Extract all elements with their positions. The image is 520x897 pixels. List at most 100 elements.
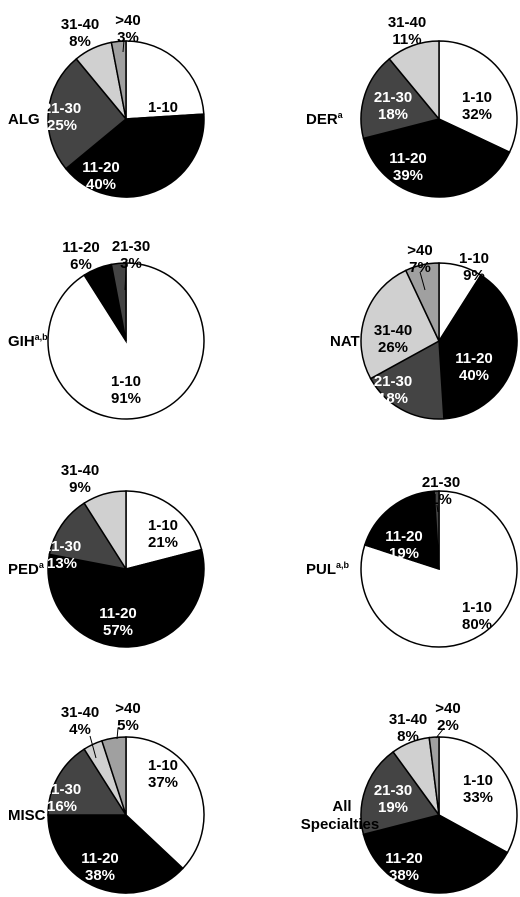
slice-value-label: 13% (47, 555, 77, 572)
pie-slice (360, 57, 441, 140)
slice-category-label: 1-10 (111, 373, 141, 390)
leader-line (122, 39, 125, 53)
pie-slice (47, 748, 128, 816)
slice-value-label: 32% (462, 106, 492, 123)
pie-slice (362, 118, 511, 198)
slice-value-label: 2% (437, 717, 459, 734)
pie-slice (360, 269, 440, 380)
chart-title-superscript: a (338, 110, 344, 120)
slice-category-label: 11-20 (99, 605, 137, 622)
slice-value-label: 8% (397, 728, 419, 745)
slice-category-label: 11-20 (455, 350, 493, 367)
chart-title-text: ALG (8, 111, 40, 128)
pie-slice (47, 548, 205, 648)
slice-category-label: 31-40 (61, 16, 99, 33)
slice-category-label: >40 (435, 700, 460, 717)
slice-value-label: 3% (117, 29, 139, 46)
leader-line (89, 735, 97, 759)
chart-title-text: PED (8, 561, 39, 578)
pie-slice (360, 750, 441, 836)
slice-category-label: 21-30 (374, 373, 412, 390)
chart-title: PEDa (8, 560, 45, 578)
slice-value-label: 19% (378, 799, 408, 816)
pie-slice (83, 490, 127, 572)
slice-category-label: 1-10 (148, 517, 178, 534)
pie-slice (64, 113, 205, 198)
slice-value-label: 40% (86, 176, 116, 193)
slice-value-label: 80% (462, 616, 492, 633)
leader-line (436, 504, 439, 513)
pie-slice (369, 339, 445, 420)
slice-value-label: 24% (148, 116, 178, 133)
slice-category-label: 1-10 (462, 89, 492, 106)
chart-title: All (332, 798, 351, 815)
pie-slice (362, 814, 509, 894)
slice-value-label: 91% (111, 390, 141, 407)
slice-value-label: 11% (392, 31, 421, 48)
slice-category-label: 11-20 (82, 159, 120, 176)
pie-slice (438, 40, 518, 154)
slice-category-label: 31-40 (374, 322, 412, 339)
slice-value-label: 26% (378, 339, 408, 356)
leader-line (419, 271, 426, 291)
slice-category-label: 1-10 (462, 599, 492, 616)
pie-slice (110, 262, 127, 342)
slice-value-label: 9% (69, 479, 91, 496)
slice-value-label: 18% (378, 106, 408, 123)
pie-slice (438, 274, 518, 420)
chart-title-text: DER (306, 111, 338, 128)
slice-value-label: 7% (409, 259, 431, 276)
leader-line (116, 727, 119, 740)
slice-value-label: 18% (378, 390, 408, 407)
slice-value-label: 21% (148, 534, 178, 551)
slice-category-label: 11-20 (81, 850, 119, 867)
slice-category-label: 21-30 (112, 238, 150, 255)
slice-value-label: 19% (389, 545, 419, 562)
slice-value-label: 57% (103, 622, 133, 639)
slice-value-label: 8% (69, 33, 91, 50)
pie-slice (48, 502, 128, 571)
pie-slice (428, 736, 440, 816)
slice-category-label: 1-10 (148, 99, 178, 116)
chart-title-text: MISC (8, 807, 46, 824)
pie-slice (100, 736, 127, 816)
slice-value-label: 38% (389, 867, 419, 884)
slice-value-label: 4% (69, 721, 91, 738)
slice-value-label: 6% (70, 256, 92, 273)
slice-value-label: 16% (47, 798, 77, 815)
pie-slice (388, 40, 440, 122)
pie-slice (125, 490, 203, 570)
slice-category-label: 21-30 (422, 474, 460, 491)
slice-value-label: 5% (117, 717, 139, 734)
slice-category-label: 31-40 (388, 14, 426, 31)
chart-title-text: GIH (8, 333, 35, 350)
chart-title: PULa,b (306, 560, 350, 578)
slice-category-label: 21-30 (43, 100, 81, 117)
chart-title: ALG (8, 111, 40, 128)
chart-title-superscript: a,b (35, 332, 49, 342)
slice-value-label: 33% (463, 789, 493, 806)
slice-category-label: 21-30 (374, 782, 412, 799)
slice-category-label: 1-10 (148, 757, 178, 774)
slice-category-label: 21-30 (43, 781, 81, 798)
slice-value-label: 25% (47, 117, 77, 134)
slice-category-label: >40 (115, 12, 140, 29)
slice-category-label: 11-20 (62, 239, 100, 256)
pie-slice (47, 57, 128, 170)
slice-category-label: 31-40 (61, 462, 99, 479)
pie-slice (438, 736, 518, 854)
pie-slice (47, 814, 184, 894)
slice-category-label: 21-30 (374, 89, 412, 106)
pie-slice (363, 490, 440, 571)
slice-category-label: 21-30 (43, 538, 81, 555)
leader-line (94, 271, 105, 291)
pie-slice (125, 736, 205, 870)
pie-slice (404, 262, 440, 342)
